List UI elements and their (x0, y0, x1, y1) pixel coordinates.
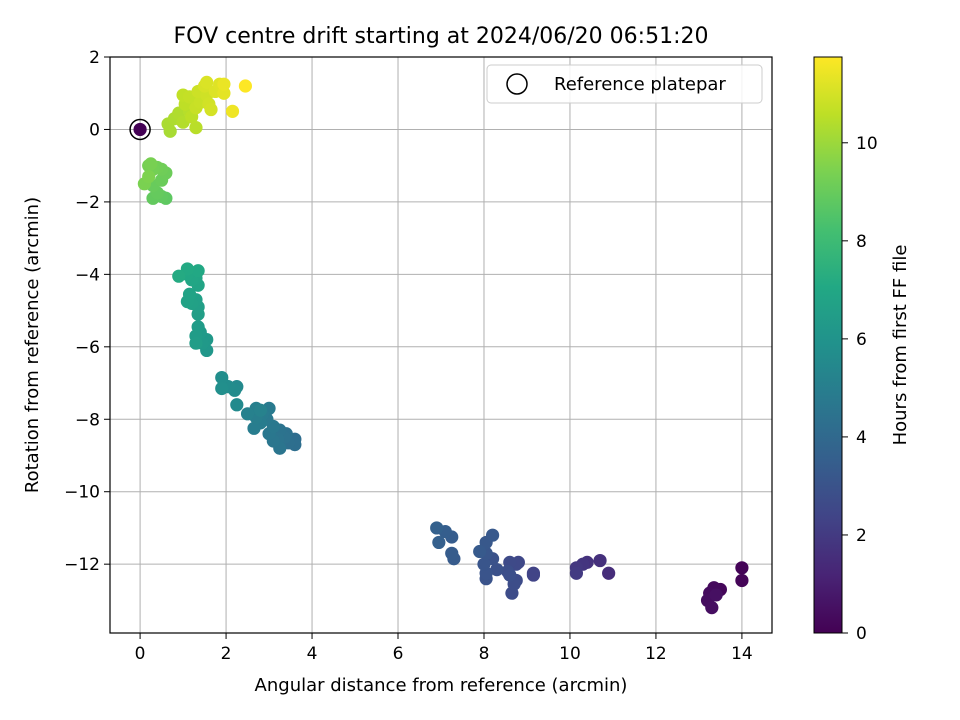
data-point (445, 546, 459, 560)
y-tick-label: −6 (75, 338, 100, 358)
chart-title: FOV centre drift starting at 2024/06/20 … (174, 24, 709, 49)
data-point (215, 381, 229, 396)
data-point (430, 521, 444, 535)
data-point (432, 535, 446, 550)
data-point (485, 528, 500, 542)
x-tick-label: 8 (479, 644, 490, 664)
data-point (503, 568, 517, 582)
data-point (569, 566, 584, 580)
colorbar-label: Hours from first FF file (890, 245, 911, 446)
x-tick-label: 12 (645, 644, 667, 664)
data-point (144, 157, 158, 171)
y-tick-label: −12 (64, 555, 100, 575)
colorbar-tick-label: 10 (856, 134, 878, 154)
y-axis-label: Rotation from reference (arcmin) (22, 197, 43, 493)
data-point (189, 121, 203, 135)
data-point (735, 573, 749, 588)
colorbar-ticks: 0 2 4 6 8 10 (842, 134, 878, 644)
x-tick-label: 2 (221, 644, 232, 664)
x-tick-label: 14 (731, 644, 753, 664)
x-axis-label: Angular distance from reference (arcmin) (255, 675, 628, 696)
grid-lines (110, 56, 772, 633)
legend-box (486, 64, 763, 104)
data-point (593, 553, 607, 568)
y-tick-label: −8 (75, 410, 100, 430)
data-point (217, 86, 231, 100)
data-point (526, 568, 541, 582)
y-tick-label: −4 (75, 265, 100, 285)
data-point (477, 557, 491, 571)
y-axis-ticks: 2 0 −2 −4 −6 −8 −10 −12 (64, 48, 110, 575)
data-point (191, 264, 205, 278)
reference-marker (129, 118, 151, 141)
reference-ring (129, 118, 151, 141)
data-point (247, 421, 261, 435)
x-axis-ticks: 0 2 4 6 8 10 12 14 (135, 633, 753, 664)
y-tick-label: −10 (64, 483, 100, 503)
y-tick-label: 0 (89, 120, 100, 140)
plot-frame (109, 56, 773, 634)
data-point (182, 287, 197, 301)
data-point (142, 169, 156, 184)
x-tick-label: 6 (393, 644, 404, 664)
data-points (137, 75, 749, 615)
data-point (238, 79, 253, 93)
y-tick-label: 2 (89, 48, 100, 68)
data-point (240, 407, 255, 421)
data-point (189, 336, 203, 350)
legend-label: Reference platepar (554, 74, 726, 95)
data-point (172, 269, 186, 283)
data-point (490, 563, 504, 577)
data-point (225, 104, 240, 118)
colorbar (813, 56, 843, 634)
data-point (200, 75, 214, 89)
x-tick-label: 4 (307, 644, 318, 664)
legend-reference-marker-icon (506, 73, 528, 95)
data-point (735, 561, 749, 575)
data-point (217, 77, 231, 91)
colorbar-tick-label: 8 (856, 232, 867, 252)
colorbar-tick-label: 6 (856, 330, 867, 350)
data-point (180, 262, 194, 276)
y-tick-label: −2 (75, 193, 100, 213)
data-point (204, 102, 218, 117)
x-tick-label: 0 (135, 644, 146, 664)
data-point (473, 544, 487, 559)
colorbar-tick-label: 4 (856, 428, 867, 448)
data-point (230, 398, 244, 412)
data-point (253, 403, 268, 417)
data-point (705, 601, 719, 615)
colorbar-tick-label: 2 (856, 526, 867, 546)
legend: Reference platepar (486, 64, 763, 104)
data-point (709, 588, 723, 602)
x-tick-label: 10 (559, 644, 581, 664)
reference-point (133, 122, 147, 137)
data-point (602, 566, 616, 580)
data-point (215, 371, 229, 385)
colorbar-tick-label: 0 (856, 624, 867, 644)
